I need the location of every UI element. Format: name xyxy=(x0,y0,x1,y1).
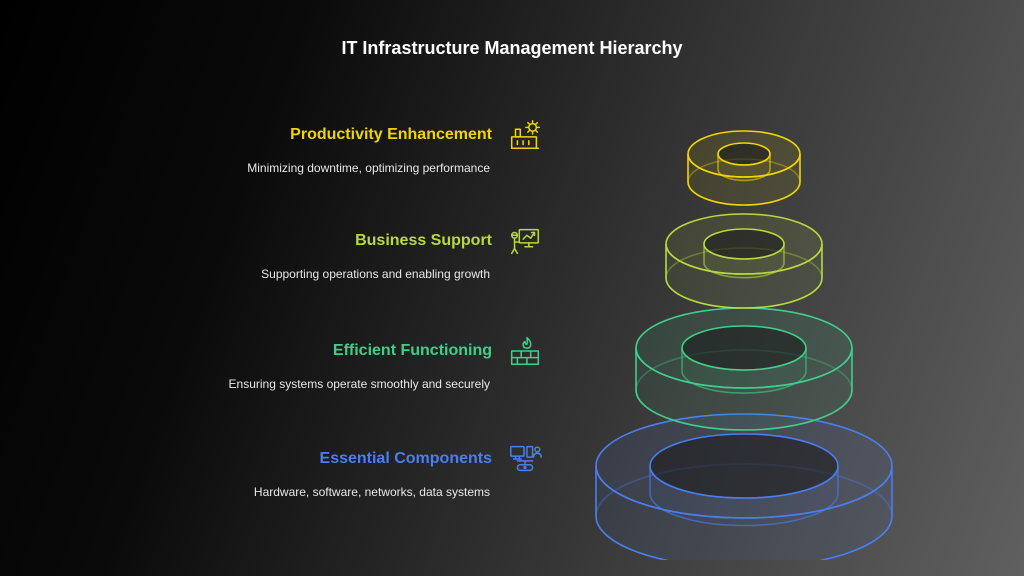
hierarchy-rings xyxy=(554,100,934,560)
firewall-icon xyxy=(506,332,544,370)
level-2: Efficient Functioning Ensuring systems o… xyxy=(204,332,544,393)
level-desc: Minimizing downtime, optimizing performa… xyxy=(204,160,544,177)
page-title: IT Infrastructure Management Hierarchy xyxy=(0,38,1024,59)
level-title: Efficient Functioning xyxy=(333,342,492,360)
presentation-icon xyxy=(506,222,544,260)
level-0: Productivity Enhancement Minimizing down… xyxy=(204,116,544,177)
level-desc: Hardware, software, networks, data syste… xyxy=(204,484,544,501)
level-1: Business Support Supporting operations a… xyxy=(204,222,544,283)
level-desc: Ensuring systems operate smoothly and se… xyxy=(204,376,544,393)
level-desc: Supporting operations and enabling growt… xyxy=(204,266,544,283)
level-title: Essential Components xyxy=(320,450,492,468)
level-title: Business Support xyxy=(355,232,492,250)
level-title: Productivity Enhancement xyxy=(290,126,492,144)
devices-icon xyxy=(506,440,544,478)
level-3: Essential Components Hardware, software,… xyxy=(204,440,544,501)
factory-gear-icon xyxy=(506,116,544,154)
